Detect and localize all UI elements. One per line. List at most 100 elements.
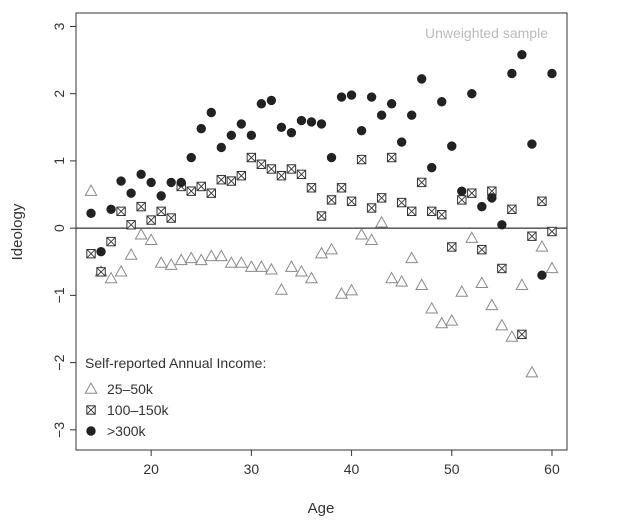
point-25-50k: [385, 271, 399, 284]
point-over-300k: [276, 122, 287, 132]
point-100-150k: [86, 248, 96, 259]
point-25-50k: [395, 274, 409, 287]
x-tick-label: 50: [444, 461, 460, 477]
point-25-50k: [234, 256, 248, 268]
point-100-150k: [547, 226, 557, 237]
point-over-300k: [126, 188, 136, 198]
point-25-50k: [545, 261, 559, 274]
point-100-150k: [206, 188, 216, 198]
point-25-50k: [194, 253, 208, 266]
point-over-300k: [386, 99, 397, 109]
point-25-50k: [405, 251, 419, 264]
series-0: [84, 184, 559, 378]
point-100-150k: [396, 197, 407, 208]
point-over-300k: [256, 99, 267, 109]
point-100-150k: [437, 209, 447, 220]
point-100-150k: [216, 175, 226, 185]
point-25-50k: [324, 242, 339, 255]
y-tick-label: −1: [51, 287, 67, 303]
point-over-300k: [266, 95, 277, 106]
point-100-150k: [286, 164, 297, 174]
point-100-150k: [276, 170, 287, 181]
point-100-150k: [226, 176, 237, 186]
point-over-300k: [366, 92, 377, 102]
point-over-300k: [166, 177, 176, 188]
series-1: [86, 152, 557, 340]
point-over-300k: [106, 204, 116, 215]
point-100-150k: [467, 188, 477, 198]
point-over-300k: [487, 193, 497, 203]
point-100-150k: [427, 206, 437, 217]
point-over-300k: [477, 201, 487, 212]
point-100-150k: [417, 177, 427, 188]
point-over-300k: [226, 130, 237, 141]
point-over-300k: [116, 176, 126, 186]
point-25-50k: [244, 260, 258, 272]
point-over-300k: [497, 220, 507, 230]
point-over-300k: [136, 169, 146, 180]
point-over-300k: [396, 137, 407, 147]
point-over-300k: [96, 246, 106, 257]
point-100-150k: [406, 206, 417, 217]
point-25-50k: [144, 233, 158, 245]
point-100-150k: [156, 206, 166, 217]
point-25-50k: [495, 318, 509, 331]
point-25-50k: [114, 264, 128, 277]
point-over-300k: [246, 130, 257, 141]
point-over-300k: [467, 88, 477, 99]
y-tick-label: 1: [51, 157, 67, 165]
point-100-150k: [236, 170, 247, 181]
point-100-150k: [316, 211, 327, 221]
point-100-150k: [326, 195, 337, 205]
point-25-50k: [84, 184, 98, 196]
point-over-300k: [547, 68, 557, 79]
point-over-300k: [437, 97, 447, 107]
point-100-150k: [477, 244, 487, 255]
x-tick-label: 20: [143, 461, 159, 477]
point-25-50k: [375, 215, 389, 228]
point-over-300k: [316, 119, 327, 129]
point-over-300k: [507, 68, 517, 79]
point-100-150k: [366, 203, 377, 213]
y-tick-label: 2: [51, 90, 67, 98]
point-over-300k: [517, 49, 527, 60]
point-over-300k: [196, 123, 206, 134]
point-100-150k: [497, 263, 507, 274]
x-axis-label: Age: [308, 500, 335, 517]
point-100-150k: [196, 181, 206, 192]
point-25-50k: [224, 256, 238, 268]
point-25-50k: [184, 251, 198, 264]
point-100-150k: [386, 152, 397, 163]
point-over-300k: [186, 152, 196, 163]
point-100-150k: [447, 242, 457, 252]
point-100-150k: [306, 183, 317, 193]
point-100-150k: [96, 267, 106, 277]
point-over-300k: [286, 127, 297, 138]
point-over-300k: [527, 139, 537, 149]
point-25-50k: [304, 271, 319, 284]
point-25-50k: [314, 246, 329, 259]
point-100-150k: [507, 204, 517, 215]
legend-marker: [86, 426, 96, 436]
point-over-300k: [346, 90, 357, 100]
point-over-300k: [417, 74, 427, 84]
point-100-150k: [266, 164, 277, 174]
point-over-300k: [356, 125, 367, 136]
point-100-150k: [146, 215, 156, 225]
point-25-50k: [445, 313, 459, 326]
point-100-150k: [136, 201, 146, 212]
point-100-150k: [537, 196, 547, 206]
point-25-50k: [455, 284, 469, 297]
point-100-150k: [346, 196, 357, 206]
point-25-50k: [204, 249, 218, 262]
point-100-150k: [487, 186, 497, 196]
point-100-150k: [296, 169, 307, 180]
point-over-300k: [457, 186, 467, 196]
point-25-50k: [164, 258, 178, 270]
point-over-300k: [156, 191, 166, 201]
point-over-300k: [537, 270, 547, 280]
point-over-300k: [326, 152, 337, 163]
point-25-50k: [425, 301, 439, 314]
point-100-150k: [336, 183, 347, 193]
